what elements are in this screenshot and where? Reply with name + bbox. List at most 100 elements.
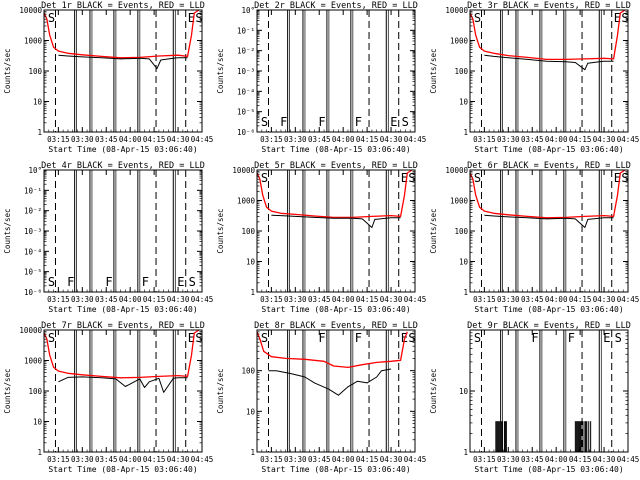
x-tick-label: 04:30 [380,455,403,464]
lld-series-line [469,9,626,61]
x-axis-label: Start Time (08-Apr-15 03:06:40) [474,465,623,474]
x-tick-label: 04:15 [569,135,592,144]
y-tick-label: 10000 [445,166,468,175]
x-tick-label: 03:15 [47,295,70,304]
segment-label: F [318,331,325,345]
x-tick-label: 04:00 [332,455,355,464]
y-tick-label: 10° [28,166,42,175]
y-tick-label: 10 [33,418,43,427]
x-tick-label: 03:15 [473,455,496,464]
x-tick-label: 04:00 [332,295,355,304]
x-tick-label: 03:15 [473,295,496,304]
plot-frame [469,9,629,133]
y-axis-label: Counts/sec [216,208,225,253]
plot-frame [256,9,416,133]
x-tick-label: 03:15 [47,455,70,464]
y-tick-label: 10⁻⁶ [237,128,255,137]
segment-label: E [614,171,621,185]
lld-series-line [256,169,413,219]
x-tick-label: 03:30 [71,455,94,464]
x-tick-label: 04:00 [545,455,568,464]
x-tick-label: 04:15 [143,135,166,144]
y-tick-label: 10⁻³ [237,67,255,76]
y-tick-label: 1000 [237,197,256,206]
y-tick-label: 10⁻¹ [237,26,255,35]
events-series-line [484,214,614,228]
y-axis-label: Counts/sec [3,48,12,93]
panel-title: Det 9r BLACK = Events, RED = LLD [467,321,631,331]
x-tick-label: 04:45 [617,295,640,304]
y-tick-label: 100 [28,387,42,396]
y-tick-label: 10⁻⁵ [237,108,255,117]
y-tick-label: 100 [241,227,255,236]
panel-title: Det 8r BLACK = Events, RED = LLD [254,321,418,331]
segment-label: E [390,115,397,129]
y-tick-label: 10⁻⁴ [24,247,42,256]
panel-title: Det 7r BLACK = Events, RED = LLD [41,321,205,331]
x-tick-label: 03:30 [497,295,520,304]
segment-label: S [261,171,268,185]
events-series-line [58,54,188,70]
panel-title: Det 6r BLACK = Events, RED = LLD [467,161,631,171]
y-tick-label: 100 [454,67,468,76]
x-tick-label: 04:15 [143,455,166,464]
plot-frame [43,329,203,453]
y-axis-label: Counts/sec [429,48,438,93]
x-tick-label: 04:15 [143,295,166,304]
x-tick-label: 04:30 [593,135,616,144]
x-tick-label: 04:15 [356,295,379,304]
segment-label: S [474,11,481,25]
y-axis-label: Counts/sec [429,208,438,253]
x-tick-label: 03:45 [308,455,331,464]
y-tick-label: 1000 [24,37,43,46]
segment-label: S [621,11,628,25]
x-axis-label: Start Time (08-Apr-15 03:06:40) [261,145,410,154]
x-tick-label: 04:00 [119,455,142,464]
x-tick-label: 04:15 [356,455,379,464]
plot-frame [43,9,203,133]
events-series-line [58,376,188,393]
y-tick-label: 1 [463,448,468,457]
y-tick-label: 100 [454,227,468,236]
events-series-line [271,214,401,228]
x-axis-label: Start Time (08-Apr-15 03:06:40) [261,465,410,474]
x-axis-label: Start Time (08-Apr-15 03:06:40) [48,305,197,314]
x-tick-label: 04:15 [569,295,592,304]
x-axis-label: Start Time (08-Apr-15 03:06:40) [261,305,410,314]
y-axis-label: Counts/sec [216,48,225,93]
y-tick-label: 10⁻¹ [24,186,42,195]
lld-series-line [43,9,200,59]
y-tick-label: 10⁻⁴ [237,87,255,96]
segment-label: S [261,115,268,129]
y-tick-label: 10 [33,98,43,107]
y-axis-label: Counts/sec [429,368,438,413]
segment-label: E [603,331,610,345]
x-tick-label: 04:15 [356,135,379,144]
x-tick-label: 03:15 [47,135,70,144]
y-tick-label: 10⁻⁶ [24,288,42,297]
panel-title: Det 4r BLACK = Events, RED = LLD [41,161,205,171]
x-axis-label: Start Time (08-Apr-15 03:06:40) [474,305,623,314]
x-tick-label: 04:45 [404,455,427,464]
x-tick-label: 03:45 [521,455,544,464]
y-tick-label: 10⁻² [237,47,255,56]
y-axis-label: Counts/sec [3,368,12,413]
segment-label: S [48,275,55,289]
x-tick-label: 04:45 [191,135,214,144]
x-tick-label: 03:45 [95,135,118,144]
plot-frame [256,329,416,453]
x-tick-label: 04:15 [569,455,592,464]
x-axis-label: Start Time (08-Apr-15 03:06:40) [48,465,197,474]
segment-label: F [67,275,74,289]
x-tick-label: 04:30 [167,295,190,304]
events-series-line [268,368,392,396]
y-tick-label: 1 [463,288,468,297]
x-tick-label: 04:00 [119,295,142,304]
y-tick-label: 10⁻³ [24,227,42,236]
segment-label: S [189,275,196,289]
